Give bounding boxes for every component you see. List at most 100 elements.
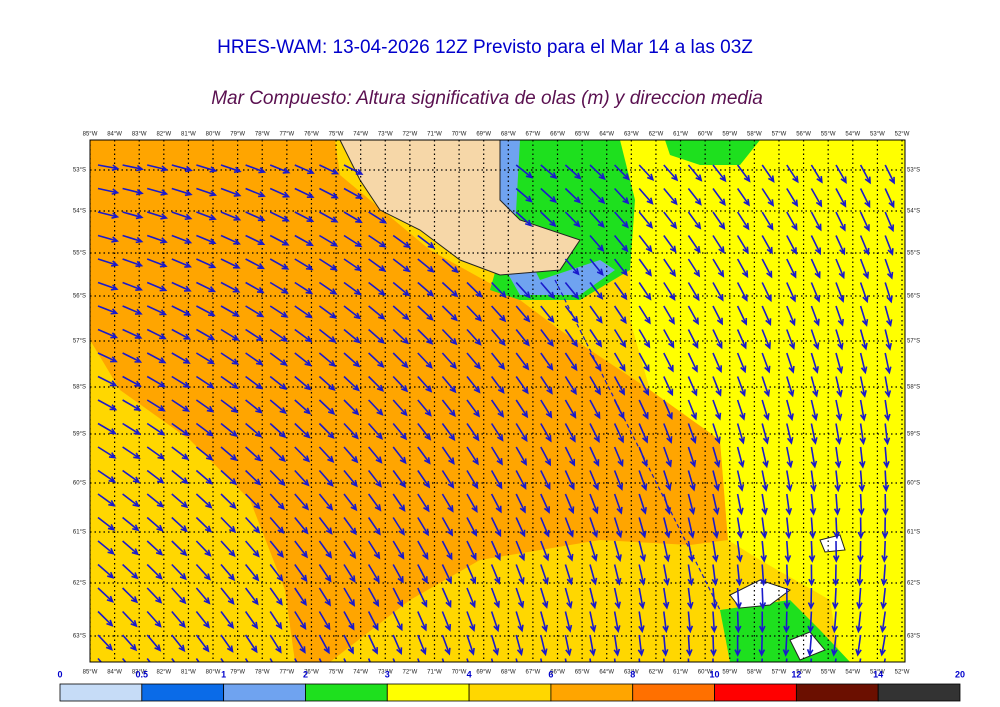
wave-arrow [466,611,476,632]
colorbar-tick-label: 1 [221,669,226,679]
wave-arrow [687,282,700,302]
wave-arrow [466,540,477,561]
wave-arrow [736,376,746,398]
wave-arrow [466,564,477,585]
wave-arrow [712,376,722,397]
wave-arrow [392,564,404,584]
wave-arrow [417,328,434,345]
lon-label: 72°W [403,670,418,676]
wave-arrow [122,211,144,220]
lon-label: 65°W [575,132,590,138]
wave-arrow [857,517,865,540]
wave-arrow [835,423,842,446]
wave-arrow [855,611,863,634]
wave-arrow [490,611,500,633]
wave-arrow [146,234,168,244]
wave-arrow [441,493,454,513]
lat-label: 62°S [907,581,920,587]
wave-arrow [884,211,895,233]
wave-arrow [122,399,142,411]
wave-arrow [515,611,524,633]
wave-arrow [269,399,287,415]
wave-arrow [466,493,478,514]
wave-arrow [97,446,117,459]
wave-arrow [613,376,625,396]
wave-arrow [761,376,771,398]
wave-arrow [735,587,742,610]
wave-arrow [564,423,576,443]
wave-arrow [810,258,821,279]
wave-arrow [859,352,868,375]
wave-arrow [734,634,741,657]
colorbar-segment [305,683,388,702]
wave-arrow [613,587,621,610]
wave-arrow [638,587,646,610]
lon-label: 60°W [698,132,713,138]
wave-arrow [171,375,191,388]
wave-arrow [220,375,239,390]
wave-arrow [171,658,176,662]
wave-arrow [515,446,527,466]
wave-arrow [417,234,436,249]
wave-arrow [294,375,312,391]
wave-arrow [343,469,358,488]
wave-arrow [687,305,699,326]
wave-arrow [687,164,703,182]
wave-arrow [835,188,847,208]
lon-label: 69°W [476,670,491,676]
wave-arrow [294,258,314,271]
lon-label: 64°W [599,132,614,138]
wave-arrow [613,446,624,468]
wave-arrow [146,446,165,460]
lon-label: 58°W [747,670,762,676]
wave-arrow [540,634,548,657]
wave-arrow [196,211,217,221]
wave-arrow [220,516,237,534]
wave-arrow [417,375,433,393]
wave-arrow [220,469,238,486]
wave-arrow [220,234,241,245]
wave-arrow [343,211,363,224]
wave-arrow [244,634,258,654]
wave-arrow [122,610,138,628]
wave-arrow [294,422,311,439]
wave-arrow [712,329,723,350]
wave-arrow [97,634,114,651]
wave-arrow [269,469,286,487]
wave-arrow [712,188,726,207]
wave-arrow [710,611,718,634]
lon-label: 66°W [550,670,565,676]
wave-arrow [294,540,309,559]
wave-arrow [245,352,264,366]
wave-arrow [712,540,719,563]
wave-arrow [884,282,893,304]
wave-arrow [318,328,337,343]
wave-arrow [564,493,575,515]
wave-arrow [122,258,144,268]
lat-label: 58°S [73,385,86,391]
colorbar-tick-label: 20 [955,669,965,679]
wave-arrow [687,423,697,445]
wave-arrow [613,211,629,229]
lat-label: 56°S [907,294,920,300]
wave-arrow [343,611,355,631]
lat-label: 60°S [73,481,86,487]
wave-arrow [884,188,895,209]
wave-arrow [97,258,119,267]
wave-arrow [663,517,671,539]
lon-label: 74°W [353,670,368,676]
lon-label: 57°W [772,132,787,138]
wave-arrow [564,164,582,180]
wave-arrow [269,540,284,558]
front [554,279,721,611]
wave-arrow [761,329,771,350]
wave-arrow [564,564,574,586]
wave-arrow [564,281,580,300]
wave-arrow [441,375,457,394]
wave-arrow [687,235,701,254]
wave-arrow [122,305,143,315]
wave-arrow [122,375,142,387]
wave-arrow [343,305,362,320]
lon-label: 61°W [673,670,688,676]
colorbar-tick-label: 8 [630,669,635,679]
